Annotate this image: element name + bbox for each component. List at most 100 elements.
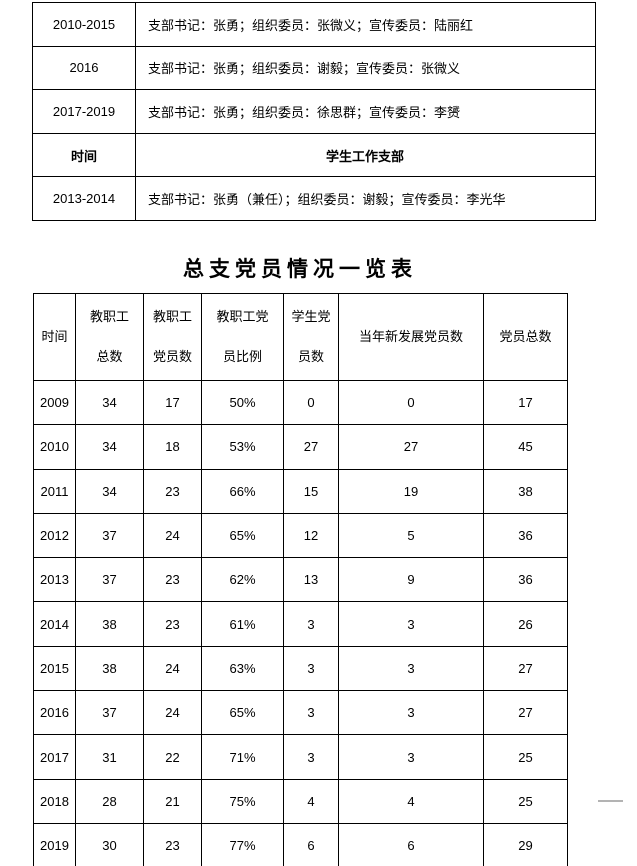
data-cell: 77% (201, 822, 284, 866)
header-cell-staff-ratio: 教职工党 员比例 (201, 293, 284, 381)
data-cell: 25 (483, 778, 568, 824)
table-row: 2017 31 22 71% 3 3 25 (33, 734, 568, 780)
data-cell: 2014 (33, 601, 76, 647)
data-cell: 53% (201, 424, 284, 470)
table-row: 2019 30 23 77% 6 6 29 (33, 822, 568, 866)
data-cell: 2015 (33, 645, 76, 692)
data-cell: 4 (283, 778, 339, 824)
page-edge-line (598, 800, 623, 802)
data-cell: 3 (283, 690, 339, 736)
data-cell: 37 (75, 512, 144, 559)
data-cell: 27 (483, 690, 568, 736)
header-cell-time: 时间 (33, 293, 76, 381)
data-cell: 37 (75, 690, 144, 736)
data-cell: 65% (201, 690, 284, 736)
data-cell: 0 (283, 379, 339, 426)
data-cell: 15 (283, 468, 339, 514)
table-row: 2010 34 18 53% 27 27 45 (33, 424, 568, 470)
header-cell-total-members: 党员总数 (483, 293, 568, 381)
header-cell-staff-members: 教职工 党员数 (143, 293, 202, 381)
data-cell: 75% (201, 778, 284, 824)
data-cell: 2011 (33, 468, 76, 514)
table-row: 2013-2014 支部书记：张勇（兼任）；组织委员：谢毅；宣传委员：李光华 (32, 176, 596, 221)
table-row: 2018 28 21 75% 4 4 25 (33, 778, 568, 824)
data-cell: 27 (338, 424, 484, 470)
data-cell: 34 (75, 468, 144, 514)
data-cell: 23 (143, 557, 202, 603)
data-cell: 63% (201, 645, 284, 692)
data-cell: 3 (338, 690, 484, 736)
data-cell: 25 (483, 734, 568, 780)
data-cell: 3 (338, 601, 484, 647)
table-row: 2017-2019 支部书记：张勇；组织委员：徐思群；宣传委员：李赟 (32, 89, 596, 134)
data-cell: 65% (201, 512, 284, 559)
data-cell: 38 (75, 645, 144, 692)
data-cell: 22 (143, 734, 202, 780)
table-row: 2014 38 23 61% 3 3 26 (33, 601, 568, 647)
data-cell: 9 (338, 557, 484, 603)
data-cell: 26 (483, 601, 568, 647)
data-cell: 2019 (33, 822, 76, 866)
data-cell: 17 (483, 379, 568, 426)
detail-cell: 支部书记：张勇；组织委员：徐思群；宣传委员：李赟 (135, 89, 596, 134)
data-cell: 2017 (33, 734, 76, 780)
table-row: 2015 38 24 63% 3 3 27 (33, 645, 568, 692)
table-row: 2016 37 24 65% 3 3 27 (33, 690, 568, 736)
data-cell: 27 (283, 424, 339, 470)
data-cell: 5 (338, 512, 484, 559)
header-cell-staff-total: 教职工 总数 (75, 293, 144, 381)
data-cell: 45 (483, 424, 568, 470)
period-cell: 2010-2015 (32, 2, 136, 47)
detail-cell: 学生工作支部 (135, 132, 596, 178)
branch-history-table: 2010-2015 支部书记：张勇；组织委员：张微义；宣传委员：陆丽红 2016… (32, 2, 596, 221)
table-row: 2013 37 23 62% 13 9 36 (33, 557, 568, 603)
data-cell: 23 (143, 601, 202, 647)
data-cell: 62% (201, 557, 284, 603)
header-row: 时间 教职工 总数 教职工 党员数 教职工党 员比例 学生党 员数 当年新发展党… (33, 293, 568, 381)
data-cell: 36 (483, 512, 568, 559)
detail-cell: 支部书记：张勇（兼任）；组织委员：谢毅；宣传委员：李光华 (135, 176, 596, 221)
table-row: 2012 37 24 65% 12 5 36 (33, 512, 568, 559)
table-row: 2010-2015 支部书记：张勇；组织委员：张微义；宣传委员：陆丽红 (32, 2, 596, 47)
detail-cell: 支部书记：张勇；组织委员：张微义；宣传委员：陆丽红 (135, 2, 596, 47)
data-cell: 2010 (33, 424, 76, 470)
data-cell: 3 (283, 645, 339, 692)
data-cell: 28 (75, 778, 144, 824)
data-cell: 34 (75, 424, 144, 470)
party-members-table: 时间 教职工 总数 教职工 党员数 教职工党 员比例 学生党 员数 当年新发展党… (33, 293, 568, 866)
data-cell: 13 (283, 557, 339, 603)
data-cell: 2012 (33, 512, 76, 559)
data-cell: 12 (283, 512, 339, 559)
table-title: 总支党员情况一览表 (183, 258, 417, 281)
data-cell: 27 (483, 645, 568, 692)
data-cell: 6 (283, 822, 339, 866)
data-cell: 3 (338, 734, 484, 780)
data-cell: 36 (483, 557, 568, 603)
data-cell: 23 (143, 468, 202, 514)
data-cell: 30 (75, 822, 144, 866)
data-cell: 38 (483, 468, 568, 514)
data-cell: 21 (143, 778, 202, 824)
data-cell: 2013 (33, 557, 76, 603)
data-cell: 71% (201, 734, 284, 780)
data-cell: 3 (338, 645, 484, 692)
data-cell: 24 (143, 512, 202, 559)
period-cell: 2013-2014 (32, 176, 136, 221)
period-cell: 时间 (32, 132, 136, 178)
data-cell: 23 (143, 822, 202, 866)
data-cell: 31 (75, 734, 144, 780)
table-row: 2009 34 17 50% 0 0 17 (33, 379, 568, 426)
data-cell: 2016 (33, 690, 76, 736)
period-cell: 2016 (32, 45, 136, 91)
data-cell: 3 (283, 734, 339, 780)
data-cell: 50% (201, 379, 284, 426)
data-cell: 24 (143, 690, 202, 736)
data-cell: 34 (75, 379, 144, 426)
data-cell: 0 (338, 379, 484, 426)
data-cell: 3 (283, 601, 339, 647)
table-row: 2011 34 23 66% 15 19 38 (33, 468, 568, 514)
data-cell: 6 (338, 822, 484, 866)
data-cell: 18 (143, 424, 202, 470)
data-cell: 17 (143, 379, 202, 426)
